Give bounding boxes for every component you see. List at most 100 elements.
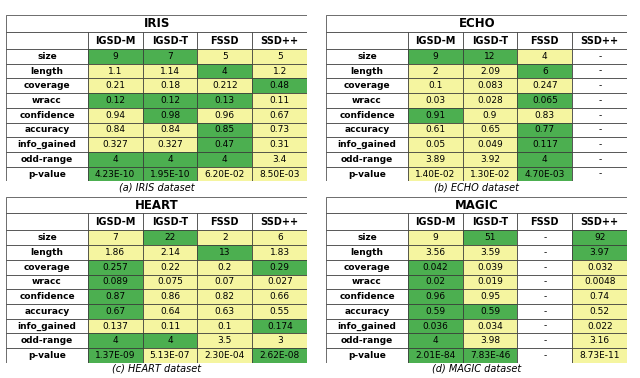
Bar [572,167,627,181]
Bar [517,304,572,319]
Bar [88,260,143,274]
Text: 0.9: 0.9 [483,111,497,120]
Bar [572,304,627,319]
Text: wracc: wracc [32,277,62,287]
Text: 0.48: 0.48 [269,81,290,90]
Bar [326,197,627,214]
Bar [463,152,517,167]
Bar [408,152,463,167]
Bar [252,78,307,93]
Bar [252,245,307,260]
Text: -: - [543,277,547,287]
Bar [517,32,572,49]
Text: 0.257: 0.257 [102,263,128,272]
Bar [326,245,408,260]
Bar [326,32,408,49]
Text: SSD++: SSD++ [580,36,619,45]
Text: 0.034: 0.034 [477,322,503,331]
Bar [517,333,572,348]
Text: 4.23E-10: 4.23E-10 [95,170,135,178]
Text: confidence: confidence [19,111,75,120]
Bar [252,108,307,122]
Bar [408,122,463,137]
Bar [408,64,463,78]
Text: 2.09: 2.09 [480,67,500,76]
Text: coverage: coverage [24,81,70,90]
Bar [143,245,197,260]
Text: 0.11: 0.11 [269,96,290,105]
Bar [143,319,197,333]
Text: 0.83: 0.83 [535,111,555,120]
Bar [463,304,517,319]
Bar [88,64,143,78]
Text: -: - [543,263,547,272]
Bar [88,319,143,333]
Text: wracc: wracc [352,96,382,105]
Text: p-value: p-value [348,170,386,178]
Text: IGSD-T: IGSD-T [472,36,508,45]
Bar [408,49,463,64]
Text: 0.98: 0.98 [160,111,180,120]
Bar [326,304,408,319]
Text: coverage: coverage [344,263,390,272]
Text: 0.065: 0.065 [532,96,558,105]
Text: 0.036: 0.036 [422,322,448,331]
Text: 6: 6 [277,233,283,242]
Bar [572,152,627,167]
Bar [6,274,88,289]
Text: accuracy: accuracy [344,307,390,316]
Bar [6,304,88,319]
Bar [517,108,572,122]
Bar [408,319,463,333]
Bar [6,197,307,214]
Text: 5: 5 [222,52,228,61]
Text: wracc: wracc [352,277,382,287]
Text: 0.137: 0.137 [102,322,128,331]
Bar [408,260,463,274]
Text: size: size [357,52,377,61]
Bar [463,260,517,274]
Bar [6,122,88,137]
Bar [143,304,197,319]
Text: 0.327: 0.327 [102,140,128,149]
Text: -: - [543,351,547,360]
Bar [326,333,408,348]
Text: 9: 9 [432,233,438,242]
Bar [326,137,408,152]
Bar [572,32,627,49]
Text: 0.67: 0.67 [269,111,290,120]
Text: -: - [543,233,547,242]
Text: IGSD-T: IGSD-T [152,36,188,45]
Text: 0.05: 0.05 [425,140,445,149]
Bar [517,319,572,333]
Text: p-value: p-value [28,351,66,360]
Bar [6,214,88,231]
Bar [197,245,252,260]
Text: 0.027: 0.027 [267,277,292,287]
Text: 7.83E-46: 7.83E-46 [470,351,510,360]
Bar [88,289,143,304]
Text: size: size [37,52,57,61]
Text: 3.92: 3.92 [480,155,500,164]
Bar [6,137,88,152]
Bar [517,152,572,167]
Bar [326,289,408,304]
Bar [88,78,143,93]
Bar [326,64,408,78]
Text: confidence: confidence [19,292,75,301]
Text: 12: 12 [484,52,495,61]
Text: 2.62E-08: 2.62E-08 [260,351,300,360]
Bar [252,260,307,274]
Text: IGSD-M: IGSD-M [415,217,455,227]
Bar [88,32,143,49]
Bar [6,167,88,181]
Bar [326,122,408,137]
Bar [463,214,517,231]
Text: 0.03: 0.03 [425,96,445,105]
Bar [326,78,408,93]
Text: confidence: confidence [339,292,395,301]
Bar [572,260,627,274]
Text: info_gained: info_gained [17,140,76,149]
Text: 3.97: 3.97 [589,248,610,257]
Text: 1.1: 1.1 [108,67,122,76]
